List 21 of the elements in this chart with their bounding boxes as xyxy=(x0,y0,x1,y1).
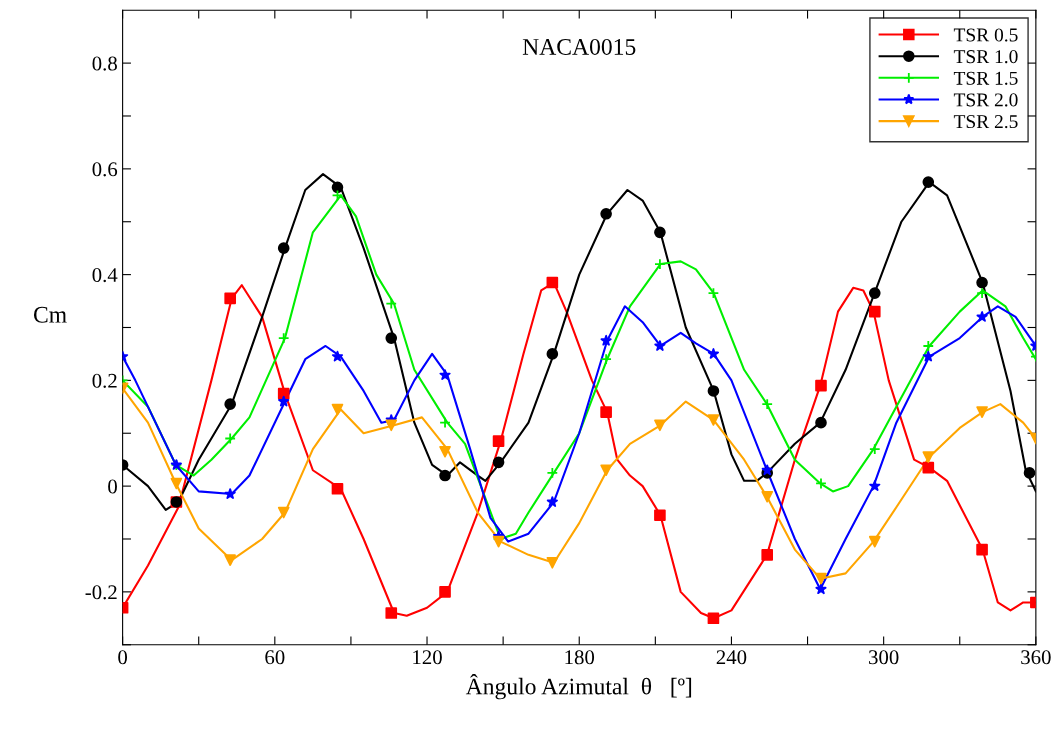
y-tick-label: 0.4 xyxy=(92,267,118,283)
x-axis-title: Ângulo Azimutal θ [º] xyxy=(465,674,692,700)
x-tick-label: 300 xyxy=(869,650,899,665)
x-tick-label: 0 xyxy=(118,650,128,665)
y-tick-label: 0.2 xyxy=(92,373,117,388)
text: NACA0015 xyxy=(522,38,636,55)
x-tick-label: 60 xyxy=(265,650,285,665)
y-tick-label: 0.6 xyxy=(92,162,118,177)
x-tick-label: 120 xyxy=(413,650,442,665)
y-tick-label: -0.2 xyxy=(85,585,117,600)
legend-label: TSR 0.5 xyxy=(953,28,1018,42)
y-axis-title: Cm xyxy=(33,306,67,323)
y-tick-label: 0 xyxy=(108,479,117,494)
legend-label: TSR 2.0 xyxy=(953,93,1018,107)
x-tick-label: 360 xyxy=(1021,650,1051,665)
y-tick-label: 0.8 xyxy=(92,56,117,71)
legend-label: TSR 1.5 xyxy=(953,71,1018,85)
legend-label: TSR 2.5 xyxy=(953,115,1018,129)
legend-label: TSR 1.0 xyxy=(953,50,1018,64)
x-tick-label: 180 xyxy=(565,650,595,665)
x-tick-label: 240 xyxy=(716,650,747,665)
